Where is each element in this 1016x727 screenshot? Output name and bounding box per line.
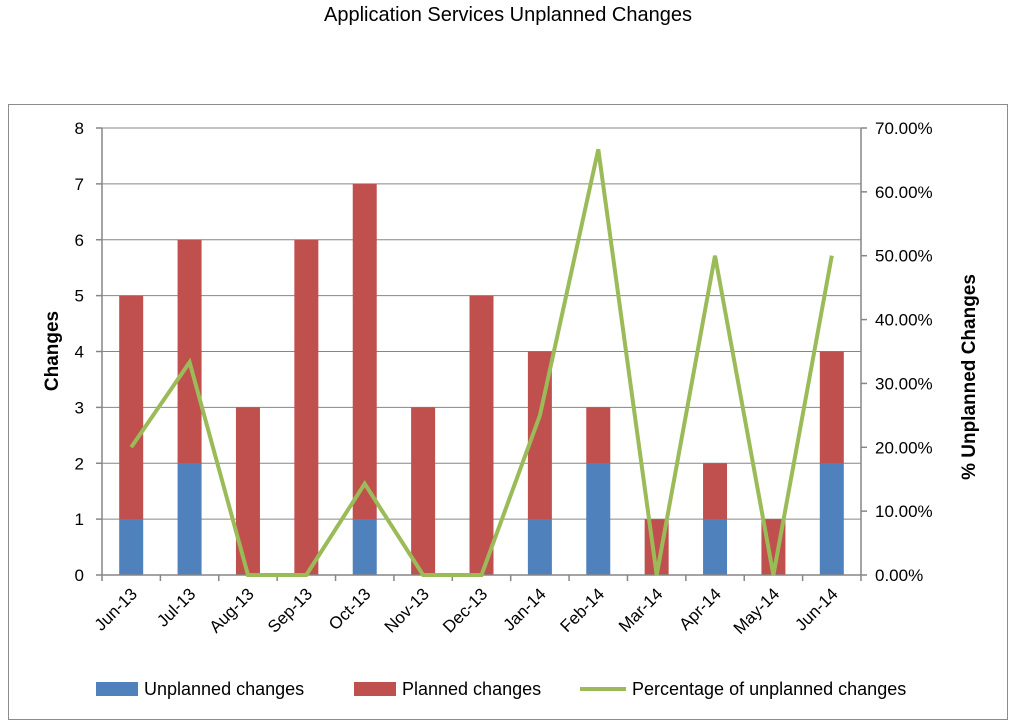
legend-swatch (96, 682, 138, 696)
y-tick-label: 4 (75, 343, 84, 362)
bar-unplanned (352, 519, 377, 575)
x-tick-label: Jun-13 (91, 584, 141, 634)
chart-title: Application Services Unplanned Changes (323, 4, 692, 26)
chart-frame (8, 104, 1008, 720)
bar-unplanned (703, 519, 728, 575)
y2-axis-title: % Unplanned Changes (959, 274, 980, 480)
bar-planned (177, 239, 202, 464)
tick-labels: 0 1 2 3 4 5 6 7 8 0.00% 10.00% 20.00% 30.00% 40.00% 50… (75, 119, 933, 638)
bar-planned (469, 295, 494, 575)
x-tick-label: Nov-13 (381, 584, 433, 636)
legend-label: Unplanned changes (144, 679, 304, 699)
bar-unplanned (819, 463, 844, 575)
x-tick-label: Aug-13 (206, 584, 258, 636)
x-tick-label: Jul-13 (153, 584, 199, 630)
bar-unplanned (586, 463, 611, 575)
y-axis-title: Changes (42, 311, 63, 391)
bar-unplanned (119, 519, 144, 575)
y-tick-label: 3 (75, 398, 84, 417)
y-tick-label: 6 (75, 231, 84, 250)
bar-unplanned (177, 463, 202, 575)
x-tick-label: May-14 (730, 584, 784, 638)
bar-planned (352, 183, 377, 520)
x-tick-label: Apr-14 (675, 584, 725, 634)
legend: Unplanned changes Planned changes Percenta… (96, 679, 906, 699)
y2-tick-label: 40.00% (875, 311, 933, 330)
x-tick-label: Mar-14 (615, 584, 667, 636)
x-tick-label: Jun-14 (791, 584, 841, 634)
y2-tick-label: 20.00% (875, 438, 933, 457)
legend-label: Planned changes (402, 679, 541, 699)
y-tick-label: 2 (75, 454, 84, 473)
bar-planned (586, 407, 611, 464)
y-tick-label: 8 (75, 119, 84, 138)
bar-planned (294, 239, 319, 575)
x-tick-label: Feb-14 (557, 584, 609, 636)
y2-tick-label: 60.00% (875, 183, 933, 202)
bars (119, 183, 844, 575)
x-tick-label: Oct-13 (325, 584, 375, 634)
percentage-series-line (129, 148, 834, 577)
bar-planned (703, 463, 728, 520)
x-tick-label: Jan-14 (500, 584, 550, 634)
bar-planned (819, 351, 844, 464)
y2-tick-label: 30.00% (875, 374, 933, 393)
y2-tick-label: 10.00% (875, 502, 933, 521)
legend-label: Percentage of unplanned changes (632, 679, 906, 699)
y-tick-label: 7 (75, 175, 84, 194)
bar-planned (119, 295, 144, 520)
y-tick-label: 0 (75, 566, 84, 585)
x-tick-label: Dec-13 (439, 584, 491, 636)
percentage-line (129, 148, 834, 577)
x-tick-label: Sep-13 (264, 584, 316, 636)
y2-tick-label: 70.00% (875, 119, 933, 138)
y2-tick-label: 0.00% (875, 566, 923, 585)
legend-swatch (354, 682, 396, 696)
y-tick-label: 5 (75, 287, 84, 306)
y-tick-label: 1 (75, 510, 84, 529)
y2-tick-label: 50.00% (875, 247, 933, 266)
bar-unplanned (527, 519, 552, 575)
bar-planned (411, 407, 436, 575)
